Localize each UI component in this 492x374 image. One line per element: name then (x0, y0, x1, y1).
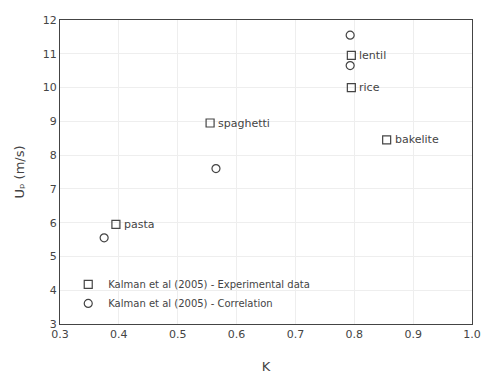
svg-text:3: 3 (50, 318, 57, 331)
svg-text:rice: rice (359, 81, 380, 94)
svg-text:9: 9 (50, 115, 57, 128)
svg-text:lentil: lentil (359, 49, 386, 62)
svg-text:0.8: 0.8 (346, 328, 364, 341)
svg-text:4: 4 (50, 284, 57, 297)
svg-text:Kalman et al (2005) - Experime: Kalman et al (2005) - Experimental data (108, 279, 310, 290)
svg-text:K: K (262, 359, 271, 374)
svg-text:12: 12 (43, 14, 57, 27)
svg-text:0.4: 0.4 (110, 328, 128, 341)
svg-text:Uₚ (m/s): Uₚ (m/s) (12, 145, 27, 198)
svg-text:11: 11 (43, 48, 57, 61)
svg-text:8: 8 (50, 149, 57, 162)
svg-text:0.9: 0.9 (404, 328, 422, 341)
svg-text:1.0: 1.0 (463, 328, 481, 341)
svg-text:0.6: 0.6 (228, 328, 246, 341)
svg-text:bakelite: bakelite (395, 133, 439, 146)
svg-text:pasta: pasta (124, 218, 155, 231)
svg-text:5: 5 (50, 250, 57, 263)
svg-text:7: 7 (50, 183, 57, 196)
svg-text:spaghetti: spaghetti (218, 117, 270, 130)
svg-text:0.3: 0.3 (51, 328, 69, 341)
svg-text:Kalman et al (2005) - Correlat: Kalman et al (2005) - Correlation (108, 298, 272, 309)
svg-text:0.7: 0.7 (287, 328, 305, 341)
svg-text:0.5: 0.5 (169, 328, 187, 341)
svg-text:10: 10 (43, 81, 57, 94)
svg-text:6: 6 (50, 217, 57, 230)
